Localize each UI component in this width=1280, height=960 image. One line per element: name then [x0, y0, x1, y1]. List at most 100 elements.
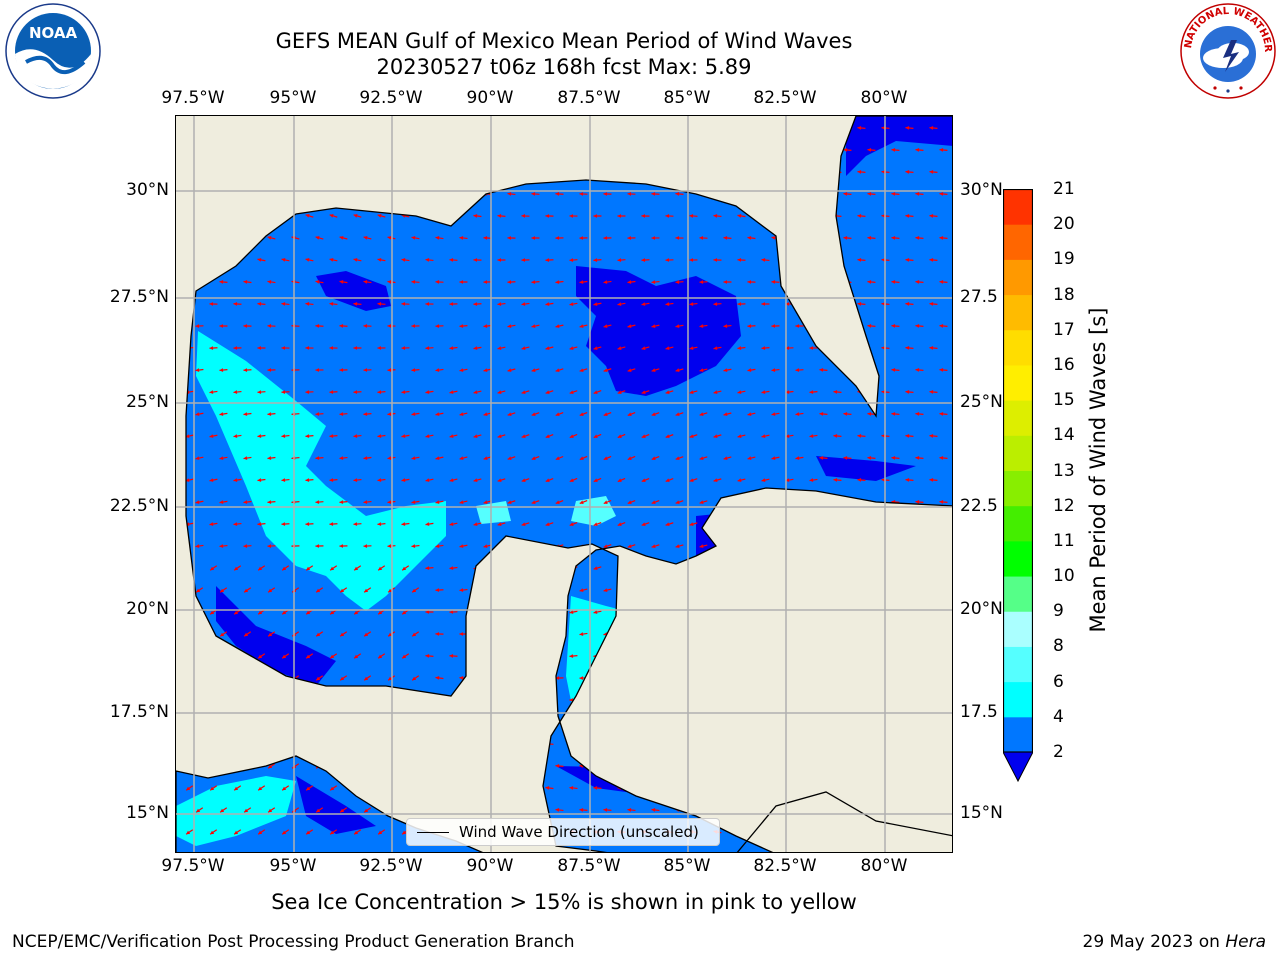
wind-arrow: [939, 456, 948, 460]
wind-arrow: [737, 390, 746, 394]
wind-arrow: [425, 346, 434, 350]
lat-left-label-1: 27.5°N: [109, 287, 169, 307]
lon-top-label-5: 85°W: [663, 88, 711, 108]
wind-arrow: [401, 653, 410, 659]
wind-arrow: [603, 588, 612, 592]
wind-arrow: [665, 478, 674, 482]
wind-arrow: [329, 522, 338, 526]
wind-arrow: [867, 192, 876, 196]
wind-arrow: [833, 390, 842, 394]
wind-arrow: [665, 302, 674, 306]
wind-arrow: [555, 236, 564, 240]
lat-left-label-3: 22.5°N: [109, 496, 169, 516]
wind-arrow: [195, 587, 204, 593]
wind-arrow: [713, 302, 722, 306]
wind-arrow: [651, 280, 660, 284]
wind-arrow: [281, 565, 290, 571]
wind-arrow: [353, 390, 362, 394]
wind-arrow: [555, 368, 564, 372]
wind-arrow: [209, 522, 218, 526]
colorbar-tick-label: 8: [1053, 636, 1064, 657]
wind-arrow: [209, 390, 218, 394]
wind-arrow: [363, 631, 372, 637]
colorbar-segment: [1003, 576, 1033, 612]
lon-bottom-label-1: 95°W: [269, 856, 317, 876]
wind-arrow: [449, 346, 458, 350]
wind-arrow: [243, 456, 252, 460]
wind-arrow: [819, 412, 828, 416]
wind-arrow: [233, 565, 242, 571]
wind-arrow: [329, 302, 338, 306]
wind-arrow: [473, 258, 482, 262]
wind-arrow: [267, 631, 276, 637]
wind-arrow: [411, 631, 420, 637]
wind-arrow: [329, 214, 338, 218]
wind-arrow: [305, 829, 314, 835]
wind-arrow: [857, 214, 866, 218]
wind-arrow: [531, 236, 540, 240]
wind-arrow: [843, 148, 852, 152]
wind-arrow: [353, 346, 362, 350]
wind-arrow: [617, 346, 626, 350]
wind-arrow: [579, 411, 588, 417]
wind-arrow: [665, 390, 674, 394]
wind-arrow: [305, 214, 314, 218]
wind-arrow: [929, 126, 938, 130]
wind-arrow: [603, 280, 612, 284]
wind-arrow: [531, 368, 540, 372]
wind-arrow: [425, 654, 434, 658]
wind-arrow: [315, 807, 324, 813]
wind-arrow: [377, 434, 386, 438]
wind-arrow: [363, 807, 372, 813]
wind-arrow: [377, 522, 386, 526]
wind-arrow: [243, 368, 252, 372]
wind-arrow: [305, 302, 314, 306]
wind-arrow: [905, 390, 914, 394]
wind-arrow: [267, 412, 276, 416]
wind-arrow: [267, 456, 276, 460]
wind-arrow: [401, 390, 410, 394]
wind-arrow: [329, 478, 338, 482]
wind-arrow: [339, 368, 348, 372]
wind-arrow: [627, 280, 636, 284]
wind-arrow: [219, 456, 228, 460]
wind-arrow: [579, 280, 588, 284]
wind-arrow: [675, 500, 684, 504]
wind-arrow: [353, 434, 362, 438]
dark-zone-atlantic: [846, 116, 952, 176]
colorbar-tick-label: 11: [1053, 530, 1075, 551]
lat-right-label-1: 27.5: [960, 287, 998, 307]
wind-arrow: [593, 302, 602, 306]
wind-arrow: [929, 346, 938, 350]
noaa-logo: NOAA: [5, 3, 101, 99]
wind-arrow: [771, 324, 780, 328]
wind-arrow: [329, 390, 338, 394]
wind-arrow: [329, 829, 338, 835]
wind-arrow: [449, 302, 458, 306]
wind-arrow: [233, 346, 242, 350]
colorbar-segment: [1003, 505, 1033, 542]
wind-arrow: [651, 412, 660, 416]
wind-arrow: [891, 324, 900, 328]
wind-arrow: [315, 544, 324, 548]
wind-arrow: [545, 390, 554, 394]
wind-arrow: [459, 412, 468, 416]
wind-arrow: [329, 565, 338, 571]
wind-arrow: [507, 280, 516, 284]
wind-arrow: [305, 785, 314, 791]
wind-arrow: [665, 434, 674, 438]
wind-arrow: [905, 170, 914, 174]
wind-arrow: [713, 214, 722, 218]
wind-arrow: [363, 500, 372, 504]
lon-bottom-label-5: 85°W: [663, 856, 711, 876]
wind-arrow: [281, 434, 290, 438]
wind-arrow: [843, 192, 852, 196]
wind-arrow: [795, 412, 804, 416]
wind-arrow: [699, 412, 708, 416]
wind-arrow: [651, 455, 660, 461]
wind-arrow: [219, 412, 228, 416]
wind-arrow: [569, 433, 578, 439]
wind-arrow: [593, 610, 602, 614]
wind-arrow: [267, 236, 276, 240]
wind-arrow: [747, 456, 756, 460]
